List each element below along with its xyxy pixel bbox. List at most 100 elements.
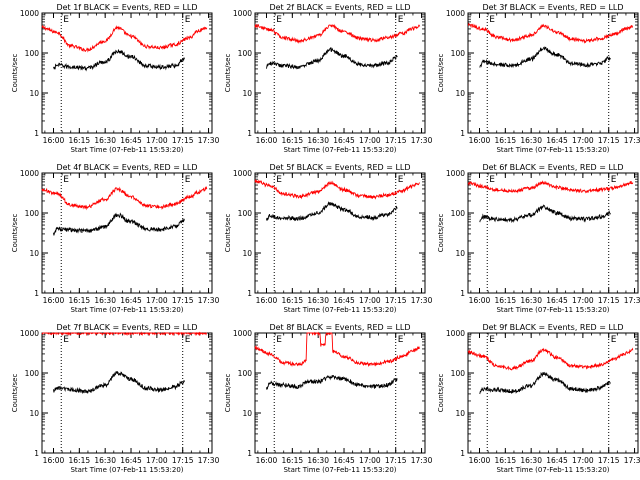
y-tick-label: 10 xyxy=(29,249,39,258)
y-tick-label: 1 xyxy=(460,289,465,298)
x-tick-label: 17:15 xyxy=(172,136,194,145)
x-tick-label: 16:45 xyxy=(546,296,568,305)
y-tick-label: 100 xyxy=(25,369,40,378)
y-tick-label: 1000 xyxy=(446,9,465,18)
x-tick-label: 17:00 xyxy=(572,296,594,305)
plot-frame xyxy=(467,12,639,134)
x-axis-label: Start Time (07-Feb-11 15:53:20) xyxy=(283,306,396,314)
x-tick-label: 16:30 xyxy=(520,296,542,305)
y-axis-label: Counts/sec xyxy=(11,374,19,413)
x-tick-label: 17:30 xyxy=(198,456,220,465)
y-axis-label: Counts/sec xyxy=(437,374,445,413)
x-tick-label: 16:45 xyxy=(120,136,142,145)
x-tick-label: 17:30 xyxy=(624,456,640,465)
y-tick-label: 1 xyxy=(34,129,39,138)
x-tick-label: 17:15 xyxy=(385,296,407,305)
x-tick-label: 16:00 xyxy=(43,296,65,305)
y-tick-label: 100 xyxy=(451,209,466,218)
x-tick-label: 17:15 xyxy=(172,456,194,465)
y-tick-label: 1000 xyxy=(20,169,39,178)
x-tick-label: 16:00 xyxy=(469,456,491,465)
event-marker-label: E xyxy=(63,15,69,25)
x-axis-label: Start Time (07-Feb-11 15:53:20) xyxy=(283,146,396,154)
series-black-line xyxy=(53,49,185,72)
y-tick-label: 1 xyxy=(34,289,39,298)
x-tick-label: 17:00 xyxy=(146,456,168,465)
x-tick-label: 16:30 xyxy=(307,296,329,305)
x-tick-label: 16:15 xyxy=(69,296,91,305)
chart-panel-8: Det 8f BLACK = Events, RED = LLD 1 10 100 10… xyxy=(224,323,433,474)
y-tick-label: 1000 xyxy=(446,169,465,178)
chart-panel-7: Det 7f BLACK = Events, RED = LLD 1 10 100 10… xyxy=(11,323,220,474)
y-tick-label: 1 xyxy=(247,129,252,138)
y-tick-label: 10 xyxy=(29,89,39,98)
series-black-line xyxy=(479,46,611,69)
x-tick-label: 16:45 xyxy=(333,136,355,145)
series-red-line xyxy=(41,185,208,211)
plot-frame xyxy=(467,332,639,454)
x-tick-label: 17:00 xyxy=(359,296,381,305)
y-axis-label: Counts/sec xyxy=(224,54,232,93)
event-marker-label: E xyxy=(185,335,191,345)
y-tick-label: 1000 xyxy=(233,9,252,18)
x-tick-label: 17:15 xyxy=(172,296,194,305)
chart-panel-9: Det 9f BLACK = Events, RED = LLD 1 10 100 10… xyxy=(437,323,640,474)
x-tick-label: 16:15 xyxy=(495,296,517,305)
chart-panel-2: Det 2f BLACK = Events, RED = LLD 1 10 100 10… xyxy=(224,3,433,154)
chart-title: Det 7f BLACK = Events, RED = LLD xyxy=(56,323,197,332)
y-tick-label: 10 xyxy=(455,409,465,418)
x-axis-label: Start Time (07-Feb-11 15:53:20) xyxy=(496,306,609,314)
plot-frame xyxy=(467,172,639,294)
y-tick-label: 1000 xyxy=(446,329,465,338)
x-tick-label: 17:15 xyxy=(385,136,407,145)
chart-panel-4: Det 4f BLACK = Events, RED = LLD 1 10 100 10… xyxy=(11,163,220,314)
x-tick-label: 16:45 xyxy=(120,456,142,465)
y-tick-label: 100 xyxy=(238,49,253,58)
x-tick-label: 16:15 xyxy=(282,136,304,145)
x-axis-label: Start Time (07-Feb-11 15:53:20) xyxy=(496,466,609,474)
y-tick-label: 10 xyxy=(455,249,465,258)
x-tick-label: 16:30 xyxy=(520,456,542,465)
y-axis-label: Counts/sec xyxy=(11,214,19,253)
chart-panel-5: Det 5f BLACK = Events, RED = LLD 1 10 100 10… xyxy=(224,163,433,314)
x-tick-label: 17:15 xyxy=(598,296,620,305)
series-red-line xyxy=(467,22,634,44)
x-tick-label: 17:00 xyxy=(146,136,168,145)
x-tick-label: 16:45 xyxy=(120,296,142,305)
x-tick-label: 16:00 xyxy=(43,456,65,465)
event-marker-label: E xyxy=(63,175,69,185)
y-tick-label: 10 xyxy=(455,89,465,98)
y-tick-label: 1 xyxy=(247,449,252,458)
y-tick-label: 1000 xyxy=(20,9,39,18)
x-tick-label: 16:00 xyxy=(256,456,278,465)
plot-frame xyxy=(41,332,213,454)
chart-title: Det 3f BLACK = Events, RED = LLD xyxy=(482,3,623,12)
x-tick-label: 17:30 xyxy=(411,136,433,145)
event-marker-label: E xyxy=(276,335,282,345)
y-tick-label: 100 xyxy=(25,209,40,218)
plot-frame xyxy=(254,12,426,134)
x-tick-label: 17:30 xyxy=(411,296,433,305)
y-tick-label: 100 xyxy=(25,49,40,58)
x-tick-label: 16:15 xyxy=(495,136,517,145)
series-black-line xyxy=(53,370,185,395)
event-marker-label: E xyxy=(185,175,191,185)
series-red-line xyxy=(254,331,421,368)
event-marker-label: E xyxy=(611,335,617,345)
chart-title: Det 4f BLACK = Events, RED = LLD xyxy=(56,163,197,172)
series-red-line xyxy=(254,23,421,44)
y-tick-label: 1 xyxy=(460,129,465,138)
x-tick-label: 16:45 xyxy=(333,456,355,465)
y-axis-label: Counts/sec xyxy=(224,374,232,413)
x-tick-label: 17:30 xyxy=(624,136,640,145)
x-tick-label: 16:45 xyxy=(546,136,568,145)
x-axis-label: Start Time (07-Feb-11 15:53:20) xyxy=(70,146,183,154)
plot-frame xyxy=(41,172,213,294)
series-black-line xyxy=(266,374,398,390)
y-axis-label: Counts/sec xyxy=(437,54,445,93)
x-tick-label: 16:30 xyxy=(94,296,116,305)
event-marker-label: E xyxy=(398,15,404,25)
chart-title: Det 2f BLACK = Events, RED = LLD xyxy=(269,3,410,12)
chart-title: Det 8f BLACK = Events, RED = LLD xyxy=(269,323,410,332)
event-marker-label: E xyxy=(185,15,191,25)
